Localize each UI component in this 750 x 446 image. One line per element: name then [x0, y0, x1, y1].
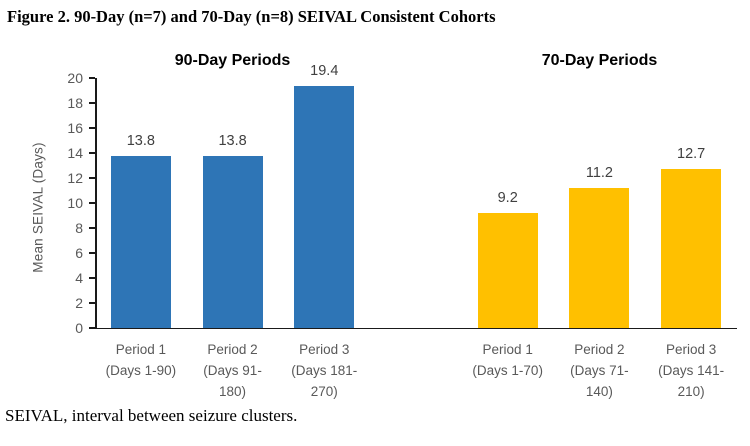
bar: [202, 155, 263, 328]
category-label-line: (Days 71-: [570, 363, 629, 378]
category-label-line: 180): [219, 384, 247, 399]
bar: [110, 155, 171, 328]
category-label-line: Period 3: [299, 342, 350, 357]
y-tick-label: 16: [67, 120, 83, 136]
y-tick-label: 12: [67, 170, 83, 186]
bar-value-label: 12.7: [677, 146, 706, 163]
y-tick-mark: [89, 127, 95, 129]
category-label-line: (Days 1-90): [105, 363, 177, 378]
category-label-line: Period 1: [482, 342, 533, 357]
y-tick-label: 6: [75, 245, 83, 261]
y-tick-label: 10: [67, 195, 83, 211]
category-label-line: (Days 181-: [291, 363, 358, 378]
y-axis-line: [95, 78, 97, 328]
bar-value-label: 9.2: [497, 190, 518, 206]
category-label-line: 210): [677, 384, 705, 399]
category-label-line: Period 3: [665, 342, 717, 357]
y-tick-label: 18: [67, 95, 83, 111]
category-label-line: Period 1: [115, 342, 166, 357]
category-label-line: (Days 141-: [658, 363, 725, 378]
bar: [294, 85, 355, 328]
bar-value-label: 11.2: [585, 165, 613, 181]
y-tick-mark: [89, 302, 95, 304]
bar: [569, 188, 630, 328]
category-label: Period 3 (Days 141- 210): [645, 339, 737, 402]
category-label: Period 2 (Days 91- 180): [187, 339, 279, 402]
category-label-line: 140): [585, 384, 613, 399]
y-tick-mark: [89, 177, 95, 179]
category-label-line: 270): [310, 384, 338, 399]
bar: [661, 169, 722, 328]
y-tick-label: 8: [75, 220, 83, 236]
group-title-70-day: 70-Day Periods: [541, 52, 658, 69]
group-title-90-day: 90-Day Periods: [174, 52, 291, 69]
category-label-line: (Days 91-: [203, 363, 262, 378]
category-label-line: Period 2: [207, 342, 258, 357]
bar-value-label: 13.8: [218, 132, 247, 149]
y-axis-title: Mean SEIVAL (Days): [30, 142, 46, 273]
y-tick-mark: [89, 252, 95, 254]
y-tick-mark: [89, 277, 95, 279]
y-tick-mark: [89, 227, 95, 229]
bar-value-label: 19.4: [310, 62, 339, 79]
y-tick-label: 0: [75, 320, 83, 336]
category-label: Period 3 (Days 181- 270): [278, 339, 370, 402]
y-tick-mark: [89, 202, 95, 204]
y-tick-mark: [89, 102, 95, 104]
x-axis-line: [93, 327, 737, 329]
category-label: Period 1 (Days 1-90): [95, 339, 187, 381]
y-tick-mark: [89, 152, 95, 154]
bar-value-label: 13.8: [126, 132, 155, 149]
figure-title: Figure 2. 90-Day (n=7) and 70-Day (n=8) …: [7, 7, 496, 26]
y-tick-label: 14: [67, 145, 83, 161]
bar-chart: Mean SEIVAL (Days) 90-Day Periods 70-Day…: [0, 40, 750, 406]
y-tick-mark: [89, 327, 95, 329]
bar: [477, 213, 538, 328]
y-tick-mark: [89, 77, 95, 79]
footnote: SEIVAL, interval between seizure cluster…: [5, 406, 298, 425]
category-label: Period 2 (Days 71- 140): [554, 339, 646, 402]
y-tick-label: 20: [67, 70, 83, 86]
category-label: Period 1 (Days 1-70): [462, 339, 554, 381]
category-label-line: (Days 1-70): [472, 363, 543, 378]
y-tick-label: 2: [75, 295, 83, 311]
y-tick-label: 4: [75, 270, 83, 286]
category-label-line: Period 2: [574, 342, 625, 357]
